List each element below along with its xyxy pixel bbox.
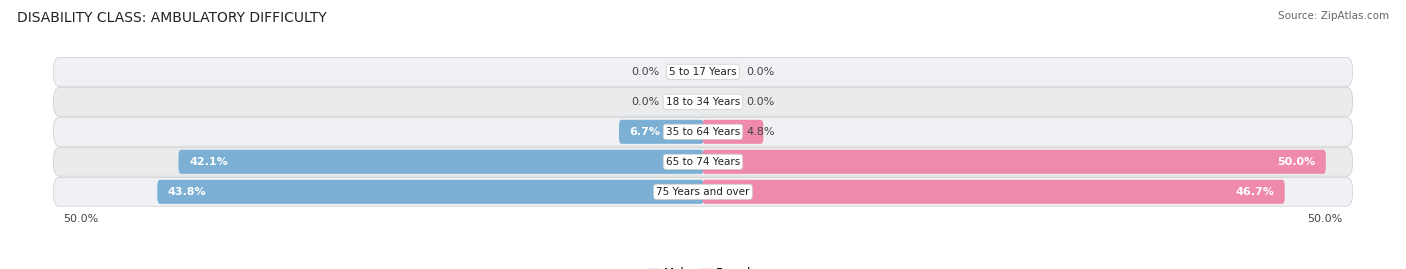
Text: 46.7%: 46.7% xyxy=(1236,187,1274,197)
FancyBboxPatch shape xyxy=(619,120,703,144)
Text: 0.0%: 0.0% xyxy=(747,97,775,107)
Text: 4.8%: 4.8% xyxy=(747,127,775,137)
Text: 6.7%: 6.7% xyxy=(630,127,661,137)
Legend: Male, Female: Male, Female xyxy=(643,263,763,269)
FancyBboxPatch shape xyxy=(53,117,1353,146)
FancyBboxPatch shape xyxy=(53,147,1353,176)
FancyBboxPatch shape xyxy=(157,180,703,204)
Text: 50.0%: 50.0% xyxy=(1277,157,1315,167)
Text: 0.0%: 0.0% xyxy=(747,67,775,77)
Text: 0.0%: 0.0% xyxy=(631,97,659,107)
Text: 0.0%: 0.0% xyxy=(631,67,659,77)
FancyBboxPatch shape xyxy=(703,150,1326,174)
FancyBboxPatch shape xyxy=(703,180,1285,204)
FancyBboxPatch shape xyxy=(53,87,1353,116)
Text: 43.8%: 43.8% xyxy=(167,187,207,197)
Text: 18 to 34 Years: 18 to 34 Years xyxy=(666,97,740,107)
Text: 65 to 74 Years: 65 to 74 Years xyxy=(666,157,740,167)
Text: 5 to 17 Years: 5 to 17 Years xyxy=(669,67,737,77)
Text: 42.1%: 42.1% xyxy=(188,157,228,167)
FancyBboxPatch shape xyxy=(53,57,1353,86)
Text: Source: ZipAtlas.com: Source: ZipAtlas.com xyxy=(1278,11,1389,21)
FancyBboxPatch shape xyxy=(179,150,703,174)
Text: DISABILITY CLASS: AMBULATORY DIFFICULTY: DISABILITY CLASS: AMBULATORY DIFFICULTY xyxy=(17,11,326,25)
Text: 35 to 64 Years: 35 to 64 Years xyxy=(666,127,740,137)
FancyBboxPatch shape xyxy=(53,178,1353,206)
Text: 75 Years and over: 75 Years and over xyxy=(657,187,749,197)
FancyBboxPatch shape xyxy=(703,120,763,144)
